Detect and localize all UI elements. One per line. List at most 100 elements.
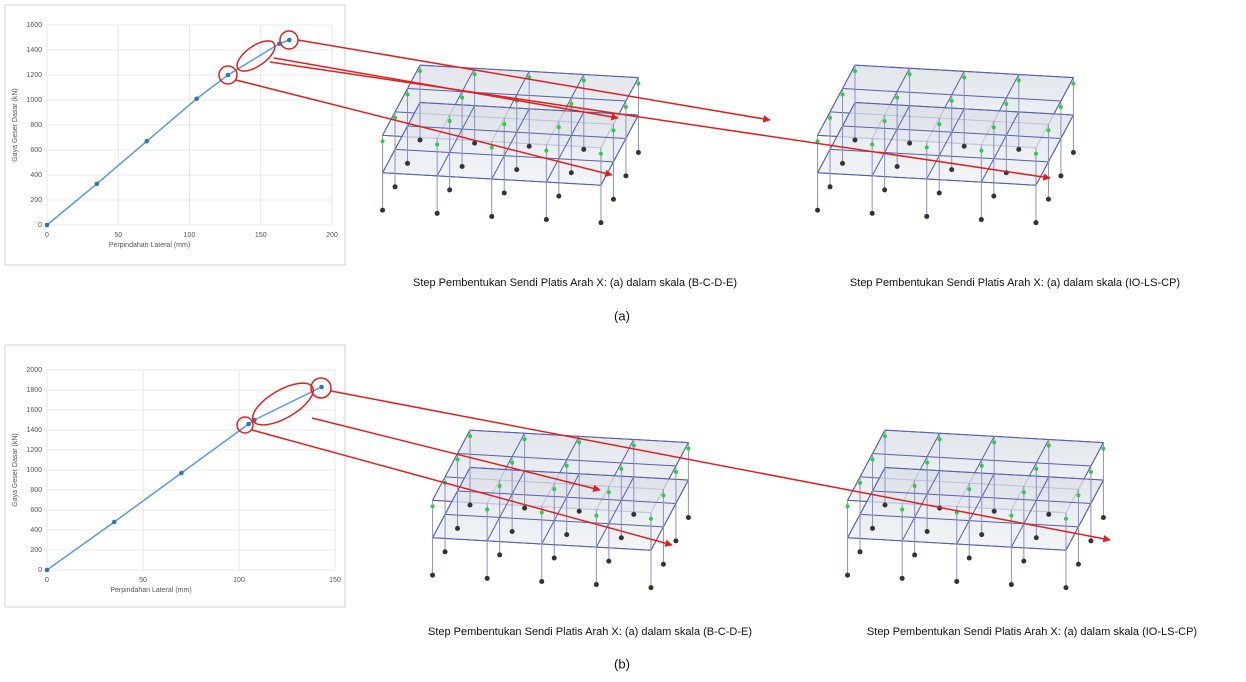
support — [954, 579, 959, 584]
chart-frame — [5, 5, 345, 265]
y-axis-title: Gaya Geser Dasar (kN) — [12, 88, 19, 162]
hinge — [552, 487, 556, 491]
hinge — [418, 69, 422, 73]
support — [569, 170, 574, 175]
data-point — [144, 139, 149, 144]
hinge — [841, 93, 845, 97]
support — [502, 191, 507, 196]
support — [514, 167, 519, 172]
hinge — [473, 72, 477, 76]
hinge — [925, 146, 929, 150]
support — [900, 576, 905, 581]
support — [1101, 515, 1106, 520]
support — [556, 194, 561, 199]
x-tick-label: 0 — [45, 232, 49, 239]
support — [925, 529, 930, 534]
panel-label: (b) — [614, 656, 630, 671]
hinge — [599, 152, 603, 156]
hinge — [846, 504, 850, 508]
structure-model — [430, 430, 691, 590]
hinge — [686, 447, 690, 451]
support — [1058, 173, 1063, 178]
support — [895, 164, 900, 169]
y-tick-label: 400 — [30, 527, 42, 534]
support — [598, 220, 603, 225]
hinge — [1089, 470, 1093, 474]
y-tick-label: 200 — [30, 197, 42, 204]
support — [418, 138, 423, 143]
x-tick-label: 50 — [114, 232, 122, 239]
hinge — [435, 142, 439, 146]
hinge — [624, 105, 628, 109]
support — [979, 532, 984, 537]
y-tick-label: 1800 — [26, 387, 42, 394]
support — [1088, 538, 1093, 543]
support — [1063, 585, 1068, 590]
hinge — [908, 72, 912, 76]
hinge — [468, 434, 472, 438]
x-axis-title: Perpindahan Lateral (mm) — [109, 242, 190, 249]
y-tick-label: 0 — [38, 222, 42, 229]
data-point — [226, 73, 231, 78]
support — [1016, 147, 1021, 152]
support — [1021, 559, 1026, 564]
hinge — [456, 458, 460, 462]
support — [661, 562, 666, 567]
data-point — [45, 223, 50, 228]
support — [840, 161, 845, 166]
data-point — [194, 96, 199, 101]
hinge — [607, 490, 611, 494]
hinge — [594, 514, 598, 518]
support — [522, 506, 527, 511]
hinge — [510, 461, 514, 465]
support — [544, 217, 549, 222]
hinge — [900, 507, 904, 511]
hinge — [381, 139, 385, 143]
hinge — [950, 99, 954, 103]
hinge — [460, 96, 464, 100]
support — [631, 512, 636, 517]
hinge — [1047, 443, 1051, 447]
x-tick-label: 0 — [45, 577, 49, 584]
hinge — [1034, 152, 1038, 156]
hinge — [1071, 82, 1075, 86]
hinge — [569, 102, 573, 106]
x-axis-title: Perpindahan Lateral (mm) — [110, 587, 191, 594]
hinge — [448, 119, 452, 123]
hinge — [962, 75, 966, 79]
hinge — [1004, 102, 1008, 106]
hinge — [523, 437, 527, 441]
hinge — [406, 93, 410, 97]
support — [882, 187, 887, 192]
figure: 0200400600800100012001400160005010015020… — [0, 0, 1246, 677]
support — [686, 515, 691, 520]
support — [870, 526, 875, 531]
support — [552, 556, 557, 561]
x-tick-label: 50 — [139, 577, 147, 584]
support — [858, 549, 863, 554]
support — [883, 503, 888, 508]
support — [564, 532, 569, 537]
panel-label: (a) — [614, 308, 630, 323]
hinge — [967, 487, 971, 491]
support — [606, 559, 611, 564]
support — [539, 579, 544, 584]
y-tick-label: 1200 — [26, 72, 42, 79]
support — [468, 503, 473, 508]
hinge — [557, 125, 561, 129]
support — [967, 556, 972, 561]
hinge — [1034, 467, 1038, 471]
support — [527, 144, 532, 149]
support — [594, 582, 599, 587]
y-axis-title: Gaya Geser Dasar (kN) — [12, 433, 19, 507]
hinge — [1046, 128, 1050, 132]
y-tick-label: 2000 — [26, 367, 42, 374]
hinge — [431, 504, 435, 508]
support — [912, 552, 917, 557]
hinge — [858, 481, 862, 485]
support — [949, 167, 954, 172]
structure-model — [380, 65, 641, 225]
caption: Step Pembentukan Sendi Platis Arah X: (a… — [867, 626, 1197, 638]
support — [992, 509, 997, 514]
y-tick-label: 1200 — [26, 447, 42, 454]
